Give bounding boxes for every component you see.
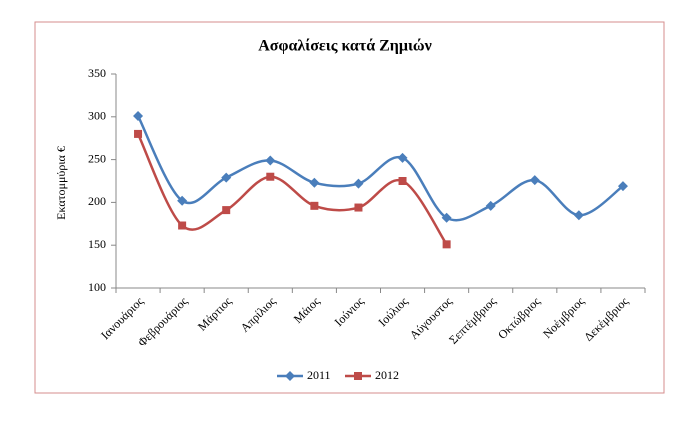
data-point bbox=[529, 175, 540, 186]
legend-marker bbox=[285, 371, 295, 381]
data-point bbox=[398, 177, 407, 185]
chart-title: Ασφαλίσεις κατά Ζημιών bbox=[258, 38, 432, 55]
y-tick-label: 350 bbox=[88, 66, 106, 80]
legend-label: 2011 bbox=[307, 368, 331, 382]
legend-label: 2012 bbox=[375, 368, 399, 382]
data-point bbox=[266, 172, 275, 181]
data-point bbox=[177, 195, 188, 206]
data-point bbox=[354, 203, 363, 212]
data-point bbox=[573, 210, 584, 221]
data-point bbox=[222, 206, 231, 215]
data-point bbox=[485, 200, 496, 211]
data-point bbox=[441, 212, 452, 223]
data-point bbox=[265, 155, 276, 166]
y-tick-label: 150 bbox=[88, 237, 106, 251]
y-axis-label: Εκατομμύρια € bbox=[54, 146, 68, 220]
y-tick-label: 300 bbox=[88, 109, 106, 123]
y-tick-label: 250 bbox=[88, 151, 106, 165]
data-point bbox=[309, 177, 320, 188]
legend-marker bbox=[354, 372, 362, 380]
y-tick-label: 100 bbox=[88, 280, 106, 294]
data-point bbox=[310, 201, 319, 210]
data-point bbox=[221, 172, 232, 183]
data-point bbox=[178, 221, 187, 230]
data-point bbox=[134, 129, 143, 138]
data-point bbox=[353, 178, 364, 189]
data-point bbox=[617, 181, 628, 192]
data-point bbox=[397, 152, 408, 163]
data-point bbox=[442, 240, 451, 249]
y-tick-label: 200 bbox=[88, 194, 106, 208]
series-line bbox=[136, 115, 624, 222]
chart-border bbox=[34, 21, 665, 394]
data-point bbox=[133, 110, 144, 121]
